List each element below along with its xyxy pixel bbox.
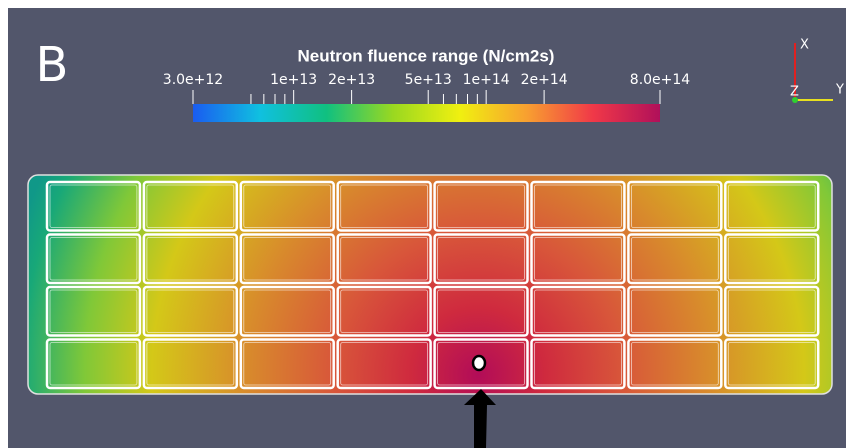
figure: B Neutron fluence range (N/cm2s) 3.0e+12…: [0, 0, 853, 448]
panel-label: B: [36, 37, 69, 93]
colorbar-tick-label: 3.0e+12: [163, 72, 223, 88]
colorbar-title: Neutron fluence range (N/cm2s): [298, 46, 555, 65]
colorbar-tick-label: 5e+13: [405, 72, 452, 88]
axis-y-label: Y: [835, 83, 844, 98]
axis-z-label: Z: [790, 85, 799, 100]
colorbar-tick-label: 1e+13: [270, 72, 317, 88]
colorbar-tick-label: 2e+14: [521, 72, 568, 88]
colorbar-tick-label: 1e+14: [463, 72, 510, 88]
colorbar: [193, 104, 660, 122]
colorbar-tick-label: 2e+13: [328, 72, 375, 88]
marker: [473, 356, 485, 370]
axis-x-label: X: [800, 38, 809, 53]
colorbar-tick-label: 8.0e+14: [630, 72, 691, 88]
